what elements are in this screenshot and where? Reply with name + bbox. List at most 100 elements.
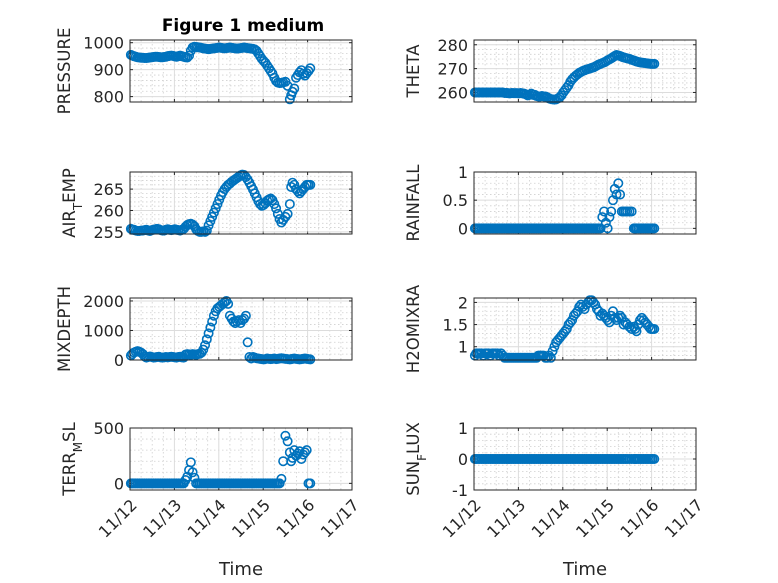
data-series — [469, 178, 660, 234]
axes-frame — [129, 427, 353, 491]
data-point — [298, 68, 309, 79]
data-point — [289, 83, 300, 94]
data-point — [201, 225, 212, 236]
data-point — [240, 310, 251, 321]
data-point — [607, 306, 618, 317]
data-series — [125, 41, 316, 105]
axes-frame — [473, 171, 697, 235]
y-tick-label: 255 — [93, 223, 124, 242]
y-tick-label: 0.5 — [443, 191, 468, 210]
data-point — [649, 223, 660, 234]
data-point — [305, 179, 316, 190]
data-point — [203, 328, 214, 339]
axes-frame — [473, 427, 697, 491]
data-point — [292, 186, 303, 197]
y-axis-label: AIRTEMP — [60, 168, 85, 238]
data-point — [205, 322, 216, 333]
data-point — [282, 208, 293, 219]
data-point — [274, 478, 285, 489]
data-point — [604, 212, 615, 223]
y-axis-label: MIXDEPTH — [55, 286, 74, 372]
y-tick-label: 0 — [114, 351, 124, 370]
y-tick-label: 800 — [93, 88, 124, 107]
data-point — [280, 430, 291, 441]
data-point — [184, 50, 195, 61]
data-point — [609, 312, 620, 323]
data-point — [595, 223, 606, 234]
y-tick-label: 500 — [93, 419, 124, 438]
data-point — [305, 63, 316, 74]
data-point — [649, 58, 660, 69]
y-tick-label: 270 — [437, 60, 468, 79]
data-point — [615, 310, 626, 321]
data-point — [476, 348, 487, 359]
data-point — [305, 354, 316, 365]
subplot-theta: 260 270 280 THETA — [404, 36, 697, 105]
y-tick-label: 1 — [458, 419, 468, 438]
data-point — [613, 312, 624, 323]
data-point — [626, 323, 637, 334]
data-point — [615, 189, 626, 200]
data-series — [469, 50, 660, 105]
subplot-mixdepth: 0 1000 2000 MIXDEPTH — [55, 286, 353, 372]
y-axis-label: THETA — [404, 44, 423, 99]
data-point — [611, 189, 622, 200]
data-point — [606, 206, 617, 217]
y-tick-label: 0 — [458, 450, 468, 469]
axes-frame — [473, 39, 697, 103]
data-point — [200, 340, 211, 351]
data-point — [547, 346, 558, 357]
data-point — [223, 298, 234, 309]
x-axis-label: Time — [218, 559, 263, 580]
subplot-pressure: 800 900 1000 PRESSURE — [55, 28, 353, 115]
y-tick-label: 260 — [437, 83, 468, 102]
subplot-air-temp: 255 260 265 AIRTEMP — [60, 168, 353, 242]
y-axis-label: SUNFLUX — [404, 422, 429, 496]
data-point — [271, 203, 282, 214]
axes-background — [129, 297, 353, 361]
axes-frame — [129, 39, 353, 103]
data-point — [201, 334, 212, 345]
data-point — [305, 478, 316, 489]
axes-frame — [129, 297, 353, 361]
y-tick-label: 260 — [93, 201, 124, 220]
data-point — [599, 206, 610, 217]
y-axis-label: PRESSURE — [55, 28, 74, 115]
y-tick-label: 265 — [93, 180, 124, 199]
subplot-h2omixra: 1 1.5 2 H2OMIXRA — [404, 284, 697, 373]
y-tick-label: 0 — [114, 474, 124, 493]
data-point — [299, 447, 310, 458]
data-point — [207, 316, 218, 327]
data-series — [125, 295, 316, 365]
y-tick-label: 1 — [458, 163, 468, 182]
data-point — [631, 326, 642, 337]
y-tick-label: 1 — [458, 338, 468, 357]
data-point — [301, 445, 312, 456]
y-tick-label: 0 — [458, 219, 468, 238]
y-tick-label: -1 — [452, 481, 468, 500]
axes-frame — [129, 171, 353, 235]
axes-frame — [473, 297, 697, 361]
data-point — [626, 206, 637, 217]
y-tick-label: 1000 — [83, 321, 124, 340]
y-axis-label: H2OMIXRA — [404, 284, 423, 373]
y-tick-label: 900 — [93, 61, 124, 80]
data-series — [125, 169, 316, 237]
data-point — [602, 223, 613, 234]
data-point — [185, 457, 196, 468]
y-axis-label: RAINFALL — [404, 164, 423, 242]
data-point — [276, 473, 287, 484]
data-point — [635, 315, 646, 326]
data-series — [125, 430, 316, 489]
y-axis-label: TERRMSL — [60, 421, 85, 496]
data-point — [613, 178, 624, 189]
data-point — [542, 352, 553, 363]
data-point — [618, 319, 629, 330]
y-tick-label: 2 — [458, 293, 468, 312]
x-axis-label: Time — [562, 559, 607, 580]
data-point — [284, 199, 295, 210]
data-point — [242, 337, 253, 348]
data-point — [198, 344, 209, 355]
data-point — [545, 352, 556, 363]
